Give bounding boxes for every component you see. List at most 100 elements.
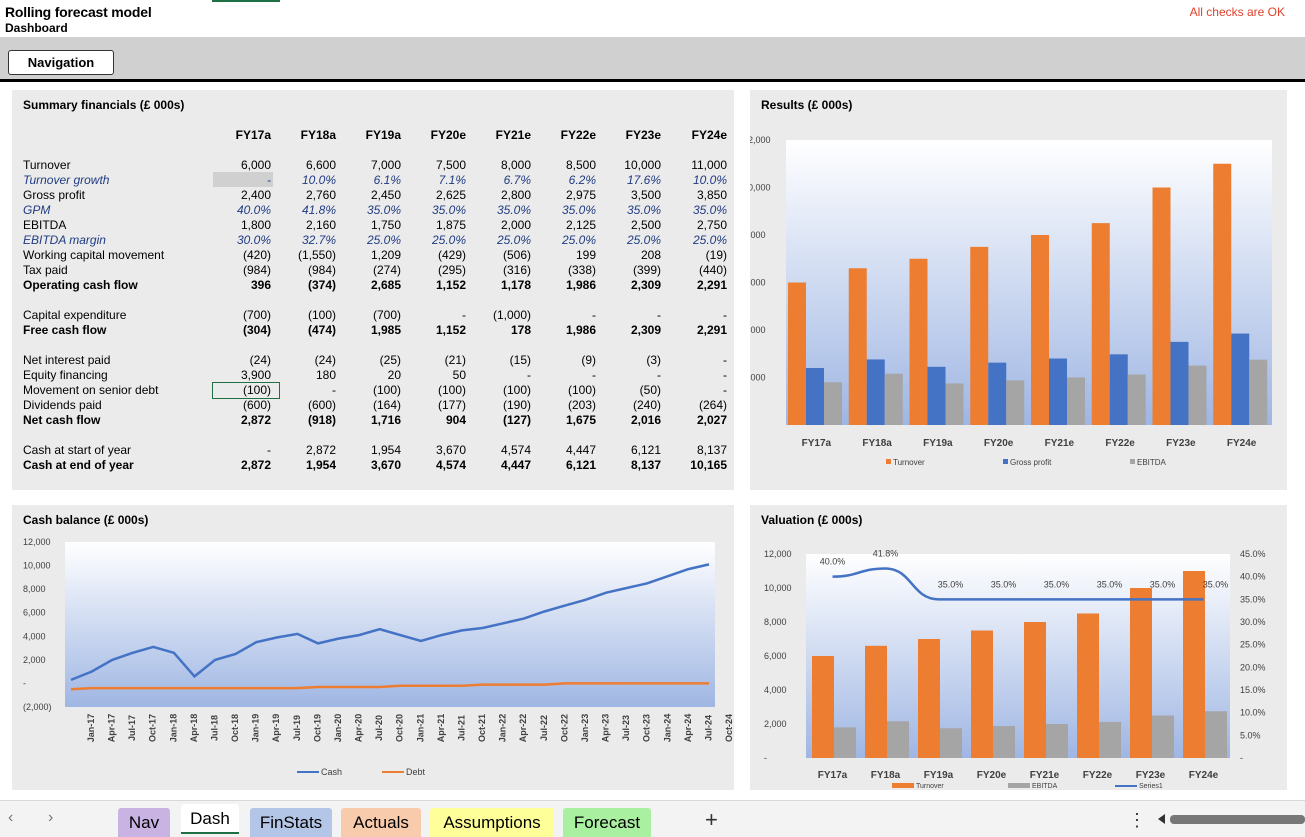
bar-gross-profit[interactable] xyxy=(1231,333,1250,425)
line-series1[interactable] xyxy=(832,567,1204,601)
table-cell[interactable]: 2,872 xyxy=(240,413,271,427)
table-cell[interactable]: 35.0% xyxy=(561,203,596,217)
table-cell[interactable]: (304) xyxy=(242,323,271,337)
bar-ebitda[interactable] xyxy=(993,726,1015,758)
table-cell[interactable]: (316) xyxy=(502,263,531,277)
table-cell[interactable]: 1,209 xyxy=(370,248,401,262)
table-cell[interactable]: 2,872 xyxy=(240,458,271,472)
table-cell[interactable]: 6.1% xyxy=(373,173,401,187)
sheet-tab-nav[interactable]: Nav xyxy=(118,808,170,837)
table-cell[interactable]: 3,900 xyxy=(240,368,271,382)
table-cell[interactable]: 2,750 xyxy=(696,218,727,232)
table-cell[interactable]: (190) xyxy=(502,398,531,412)
table-cell[interactable]: - xyxy=(657,368,661,382)
bar-gross-profit[interactable] xyxy=(1109,354,1128,425)
bar-turnover[interactable] xyxy=(970,246,989,425)
table-cell[interactable]: (3) xyxy=(646,353,661,367)
table-cell[interactable]: 2,450 xyxy=(370,188,401,202)
table-cell[interactable]: 396 xyxy=(250,278,271,292)
table-cell[interactable]: 2,872 xyxy=(305,443,336,457)
table-cell[interactable]: 2,125 xyxy=(565,218,596,232)
bar-turnover[interactable] xyxy=(788,282,806,426)
bar-turnover[interactable] xyxy=(812,656,834,758)
bar-ebitda[interactable] xyxy=(1152,715,1174,759)
bar-ebitda[interactable] xyxy=(884,373,903,425)
table-cell[interactable]: 25.0% xyxy=(692,233,727,247)
line-debt[interactable] xyxy=(70,682,709,691)
bar-gross-profit[interactable] xyxy=(1049,358,1067,426)
bar-gross-profit[interactable] xyxy=(988,362,1007,425)
table-cell[interactable]: 904 xyxy=(445,413,466,427)
table-cell[interactable]: 25.0% xyxy=(366,233,401,247)
sheet-tab-finstats[interactable]: FinStats xyxy=(250,808,332,837)
line-cash[interactable] xyxy=(70,563,710,682)
bar-ebitda[interactable] xyxy=(887,721,909,758)
bar-ebitda[interactable] xyxy=(1067,377,1085,426)
table-cell[interactable]: 25.0% xyxy=(431,233,466,247)
table-cell[interactable]: 41.8% xyxy=(301,203,336,217)
table-cell[interactable]: 2,800 xyxy=(500,188,531,202)
table-cell[interactable]: 1,985 xyxy=(370,323,401,337)
bar-turnover[interactable] xyxy=(865,645,887,758)
bar-turnover[interactable] xyxy=(909,258,928,425)
table-cell[interactable]: 8,137 xyxy=(630,458,661,472)
sheet-tab-actuals[interactable]: Actuals xyxy=(341,808,421,837)
bar-ebitda[interactable] xyxy=(834,727,856,758)
table-cell[interactable]: 8,137 xyxy=(696,443,727,457)
bar-turnover[interactable] xyxy=(1077,613,1099,759)
table-cell[interactable]: 30.0% xyxy=(236,233,271,247)
table-cell[interactable]: 6,600 xyxy=(305,158,336,172)
valuation-chart[interactable]: - 2,000 4,000 6,000 8,000 10,000 12,000 - 5.0% 10… xyxy=(750,505,1287,790)
table-cell[interactable]: 2,400 xyxy=(240,188,271,202)
more-options-icon[interactable]: ⋮ xyxy=(1128,810,1146,830)
table-cell[interactable]: (429) xyxy=(437,248,466,262)
table-cell[interactable]: (100) xyxy=(502,383,531,397)
table-cell[interactable]: 10.0% xyxy=(301,173,336,187)
bar-turnover[interactable] xyxy=(971,630,993,759)
table-cell[interactable]: (240) xyxy=(632,398,661,412)
bar-ebitda[interactable] xyxy=(1127,374,1146,425)
navigation-button[interactable]: Navigation xyxy=(8,50,114,75)
table-cell[interactable]: 25.0% xyxy=(626,233,661,247)
bar-turnover[interactable] xyxy=(1130,588,1152,758)
table-cell[interactable]: 4,574 xyxy=(500,443,531,457)
selected-cell[interactable] xyxy=(212,382,280,399)
table-cell[interactable]: 10,000 xyxy=(624,158,661,172)
table-cell[interactable]: (600) xyxy=(307,398,336,412)
table-cell[interactable]: 11,000 xyxy=(691,158,727,172)
table-cell[interactable]: 2,291 xyxy=(696,278,727,292)
table-cell[interactable]: - xyxy=(657,308,661,322)
table-cell[interactable]: 2,685 xyxy=(370,278,401,292)
bar-turnover[interactable] xyxy=(1152,187,1171,426)
bar-ebitda[interactable] xyxy=(1188,365,1207,425)
table-cell[interactable]: 2,160 xyxy=(305,218,336,232)
table-cell[interactable]: - xyxy=(723,308,727,322)
table-cell[interactable]: - xyxy=(462,308,466,322)
table-cell[interactable]: 180 xyxy=(315,368,336,382)
bar-ebitda[interactable] xyxy=(1099,721,1121,758)
results-chart[interactable]: -2,0004,0006,0008,00010,00012,000FY17aFY… xyxy=(750,90,1287,490)
table-cell[interactable]: 199 xyxy=(575,248,596,262)
table-cell[interactable]: 1,800 xyxy=(240,218,271,232)
table-cell[interactable]: 2,291 xyxy=(696,323,727,337)
table-cell[interactable]: 6,121 xyxy=(630,443,661,457)
bar-turnover[interactable] xyxy=(1024,622,1046,758)
bar-ebitda[interactable] xyxy=(1205,711,1227,758)
table-cell[interactable]: (177) xyxy=(437,398,466,412)
table-cell[interactable]: 1,986 xyxy=(565,278,596,292)
table-cell[interactable]: 2,000 xyxy=(500,218,531,232)
table-cell[interactable]: (474) xyxy=(307,323,336,337)
table-cell[interactable]: (420) xyxy=(242,248,271,262)
table-cell[interactable]: (24) xyxy=(314,353,336,367)
table-cell[interactable]: 2,309 xyxy=(630,323,661,337)
table-cell[interactable]: (100) xyxy=(307,308,336,322)
table-cell[interactable]: 6.7% xyxy=(503,173,531,187)
table-cell[interactable]: 2,309 xyxy=(630,278,661,292)
table-cell[interactable]: (984) xyxy=(307,263,336,277)
table-cell[interactable]: - xyxy=(332,383,336,397)
table-cell[interactable]: - xyxy=(527,368,531,382)
table-cell[interactable]: 35.0% xyxy=(431,203,466,217)
sheet-tab-dash[interactable]: Dash xyxy=(181,804,239,834)
table-cell[interactable]: (984) xyxy=(242,263,271,277)
table-cell[interactable]: 1,675 xyxy=(565,413,596,427)
